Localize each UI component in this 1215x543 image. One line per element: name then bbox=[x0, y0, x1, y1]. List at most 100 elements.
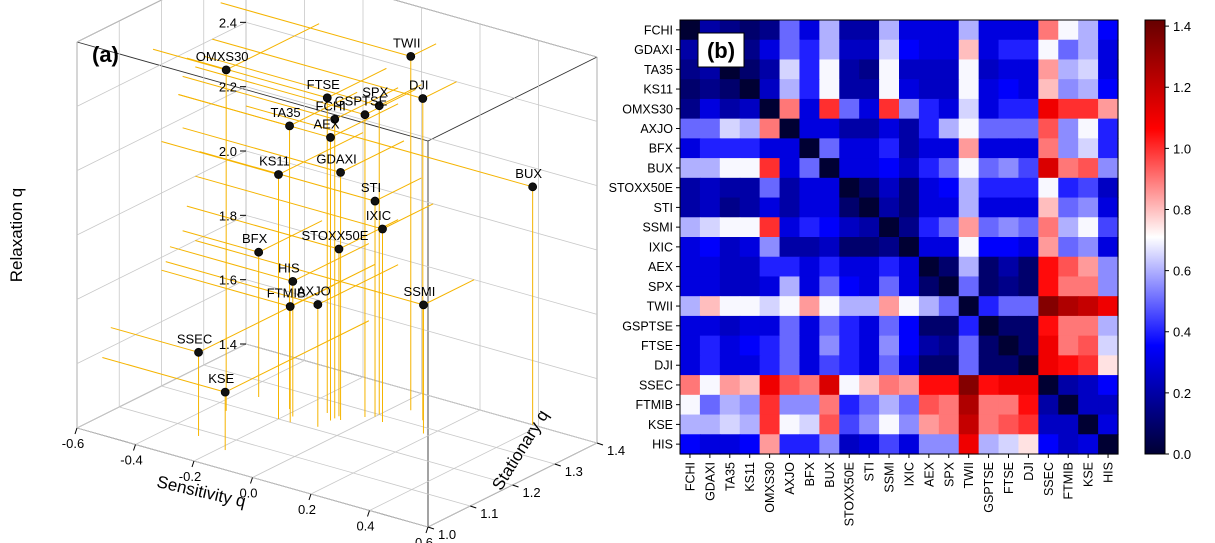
x-tick-mark bbox=[191, 460, 195, 468]
x-tick-mark bbox=[133, 444, 136, 451]
x-tick-label: 0.0 bbox=[239, 486, 257, 501]
heatmap-cell bbox=[1078, 138, 1099, 159]
stem-to-back-wall bbox=[338, 219, 399, 250]
heatmap-cell bbox=[1098, 237, 1119, 258]
heatmap-cell bbox=[819, 355, 840, 376]
heatmap-cell bbox=[739, 375, 761, 396]
heatmap-cell bbox=[799, 355, 820, 376]
heatmap-cell bbox=[1078, 79, 1099, 100]
heatmap-cell bbox=[680, 335, 701, 356]
heatmap-cell bbox=[819, 375, 840, 396]
heatmap-cell bbox=[1078, 414, 1099, 435]
heatmap-cell bbox=[998, 237, 1020, 258]
heatmap-cell bbox=[1098, 375, 1119, 396]
stem-to-back-wall bbox=[423, 279, 475, 306]
heatmap-cell bbox=[779, 315, 801, 337]
heatmap-cell bbox=[779, 375, 801, 396]
row-label: SSMI bbox=[642, 221, 673, 235]
heatmap-cell bbox=[819, 315, 840, 337]
heatmap-cell bbox=[699, 335, 721, 356]
heatmap-cell bbox=[1038, 197, 1059, 218]
heatmap-cell bbox=[759, 217, 781, 238]
data-point bbox=[254, 247, 264, 257]
heatmap-cell bbox=[938, 79, 960, 100]
heatmap-cell bbox=[859, 20, 880, 41]
heatmap-cell bbox=[799, 217, 820, 238]
row-label: IXIC bbox=[649, 240, 673, 254]
heatmap-cell bbox=[938, 59, 960, 80]
stem-to-back-wall bbox=[374, 177, 422, 202]
point-label: KS11 bbox=[259, 154, 290, 169]
heatmap-cell bbox=[819, 414, 840, 435]
z-tick-label: 2.4 bbox=[219, 15, 237, 30]
panel-b-heatmap: FCHI GDAXI TA35 KS11 OMXS30 AXJO BFX BUX STOXX50… bbox=[609, 19, 1191, 526]
heatmap-cell bbox=[1078, 335, 1099, 356]
heatmap-cell bbox=[1098, 197, 1119, 218]
heatmap-cell bbox=[958, 118, 980, 139]
heatmap-cell bbox=[680, 414, 701, 435]
heatmap-cell bbox=[1038, 237, 1059, 258]
heatmap-cell bbox=[759, 296, 781, 317]
panel-a-stems bbox=[102, 2, 534, 451]
stem-to-left-wall bbox=[220, 2, 411, 57]
x-tick-mark bbox=[367, 510, 370, 517]
heatmap-cell bbox=[819, 20, 840, 41]
heatmap-cell bbox=[859, 158, 880, 179]
colorbar-tick-label: 0.6 bbox=[1173, 264, 1191, 279]
stem-to-back-wall bbox=[278, 132, 364, 175]
heatmap-cell bbox=[680, 394, 701, 416]
heatmap-cell bbox=[779, 98, 801, 120]
heatmap-cell bbox=[918, 355, 940, 376]
heatmap-cell bbox=[998, 177, 1020, 199]
heatmap-cell bbox=[759, 355, 781, 376]
stem-to-left-wall bbox=[165, 261, 318, 306]
heatmap-cell bbox=[958, 237, 980, 258]
stem-to-back-wall bbox=[379, 84, 422, 107]
stem-to-back-wall bbox=[198, 284, 334, 353]
column-label: GSPTSE bbox=[982, 462, 996, 513]
heatmap-cell bbox=[680, 237, 701, 258]
heatmap-cell bbox=[978, 335, 1000, 356]
row-label: SPX bbox=[648, 280, 674, 294]
heatmap-cell bbox=[699, 118, 721, 139]
heatmap-cell bbox=[998, 315, 1020, 337]
heatmap-cell bbox=[839, 335, 860, 356]
heatmap-cell bbox=[739, 276, 761, 297]
heatmap-cell bbox=[1098, 315, 1119, 337]
heatmap-cell bbox=[779, 276, 801, 297]
heatmap-cell bbox=[739, 315, 761, 337]
heatmap-cell bbox=[978, 158, 1000, 179]
heatmap-cell bbox=[1018, 59, 1039, 80]
heatmap-cell bbox=[938, 276, 960, 297]
heatmap-cell bbox=[779, 256, 801, 278]
heatmap-cell bbox=[899, 315, 920, 337]
heatmap-cell bbox=[958, 197, 980, 218]
colorbar-tick-label: 1.0 bbox=[1173, 141, 1191, 156]
heatmap-cell bbox=[799, 138, 820, 159]
heatmap-cell bbox=[918, 39, 940, 61]
stem-to-left-wall bbox=[186, 205, 340, 250]
heatmap-cell bbox=[839, 98, 860, 120]
heatmap-cell bbox=[759, 158, 781, 179]
heatmap-cell bbox=[799, 158, 820, 179]
stem-to-left-wall bbox=[182, 230, 259, 253]
heatmap-cell bbox=[859, 394, 880, 416]
heatmap-cell bbox=[899, 217, 920, 238]
heatmap-cell bbox=[779, 79, 801, 100]
point-label: AEX bbox=[313, 116, 339, 131]
heatmap-cell bbox=[739, 118, 761, 139]
heatmap-cell bbox=[779, 177, 801, 199]
heatmap-cell bbox=[1078, 98, 1099, 120]
data-point bbox=[326, 133, 335, 142]
heatmap-cell bbox=[1058, 256, 1079, 278]
heatmap-cell bbox=[759, 256, 781, 278]
heatmap-cell bbox=[899, 414, 920, 435]
heatmap-cell bbox=[779, 20, 801, 41]
colorbar-tick-label: 0.2 bbox=[1173, 386, 1191, 401]
y-tick-mark bbox=[596, 442, 604, 446]
heatmap-cell bbox=[938, 335, 960, 356]
grid-line bbox=[245, 214, 598, 315]
heatmap-cell bbox=[1058, 39, 1079, 61]
heatmap-cell bbox=[699, 79, 721, 100]
heatmap-cell bbox=[859, 256, 880, 278]
